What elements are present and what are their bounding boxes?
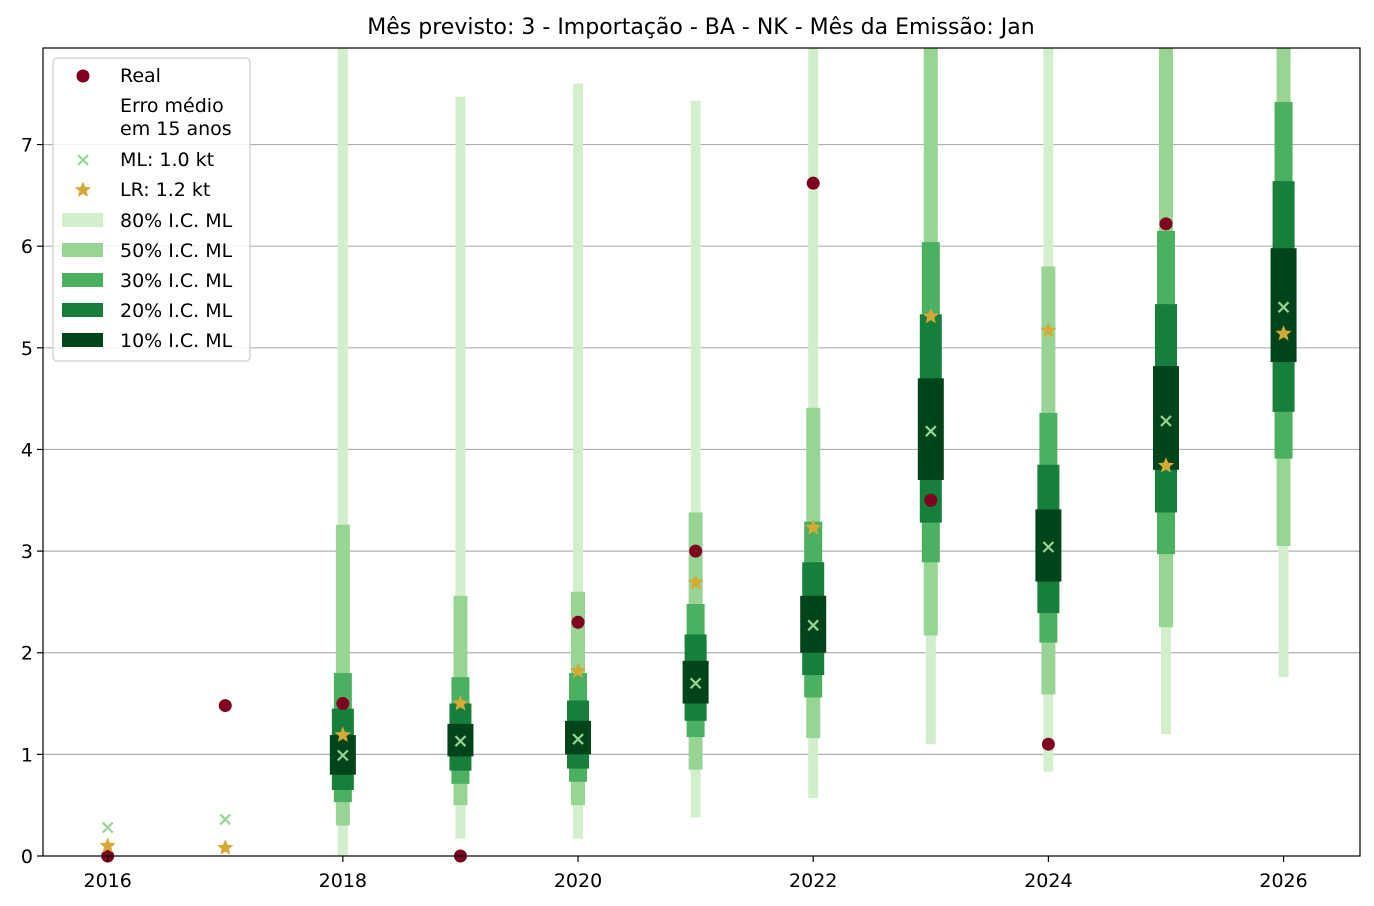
lr-point [922,307,939,324]
real-point [218,699,232,713]
ml-point [925,425,937,437]
ml-point [1042,541,1055,553]
y-tick-label: 5 [21,338,33,360]
ml-point [807,619,819,632]
x-tick-label: 2020 [554,870,602,892]
legend-ci30-label: 30% I.C. ML [120,270,233,292]
lr-point [1157,457,1175,473]
lr-point [687,574,704,590]
x-axis: 2016 2018 2020 2022 2024 2026 [83,856,1308,892]
legend-ci10-label: 10% I.C. ML [120,330,233,352]
ml-point [101,821,114,834]
legend-real-marker [76,69,90,83]
legend-ml-label: ML: 1.0 kt [120,149,214,171]
y-tick-label: 4 [21,439,33,461]
interval-ci80 [455,96,466,839]
legend-ci50-swatch [62,243,103,257]
lr-point [452,695,469,711]
y-tick-label: 1 [21,744,33,766]
chart-title: Mês previsto: 3 - Importação - BA - NK -… [367,15,1034,40]
interval-ci10 [1152,366,1179,470]
x-tick-label: 2018 [319,870,367,892]
lr-point [569,662,587,678]
data-points [99,176,1292,863]
real-point [336,697,350,711]
lr-point [99,837,116,853]
interval-ci80 [690,100,701,818]
lr-point [1275,325,1292,341]
lr-point [334,726,351,742]
legend-ci50-label: 50% I.C. ML [120,240,233,262]
legend-ci80-label: 80% I.C. ML [120,210,233,232]
legend-ci10-swatch [62,333,103,347]
real-point [924,493,938,507]
interval-ci10 [1270,248,1297,363]
legend-lr-marker [74,181,92,197]
y-tick-label: 0 [21,846,33,868]
real-point [1041,737,1055,751]
legend-real-label: Real [120,65,161,87]
real-point [689,544,703,558]
legend-erro-label-line2: em 15 anos [120,118,232,140]
real-point [571,615,585,629]
x-tick-label: 2024 [1024,870,1072,892]
ml-point [337,749,349,762]
plot-frame [42,47,1361,857]
legend-lr-label: LR: 1.2 kt [120,179,210,201]
y-axis: 0 1 2 3 4 5 6 7 [21,135,43,868]
ml-point [454,735,467,747]
ml-point [1160,415,1172,427]
ml-point [1277,301,1290,313]
y-tick-label: 2 [21,643,33,665]
x-tick-label: 2016 [83,870,131,892]
legend-ci80-swatch [62,213,103,227]
lr-point [805,519,822,535]
ml-point [572,733,584,745]
lr-point [1040,322,1057,338]
real-point [806,176,820,190]
real-point [1159,217,1173,231]
legend-ml-marker [77,154,89,166]
legend-ci20-label: 20% I.C. ML [120,300,233,322]
x-tick-label: 2022 [789,870,837,892]
interval-ci80 [337,48,348,856]
legend-ci20-swatch [62,303,103,317]
y-tick-label: 3 [21,541,33,563]
lr-point [217,839,234,855]
confidence-intervals [329,48,1297,856]
y-tick-label: 6 [21,236,33,258]
interval-ci10 [917,378,944,480]
ml-point [689,677,702,689]
x-tick-label: 2026 [1259,870,1307,892]
ml-point [219,813,232,826]
y-tick-label: 7 [21,135,33,157]
interval-ci80 [573,83,584,839]
legend-ci30-swatch [62,273,103,287]
legend-erro-label-line1: Erro médio [120,95,224,117]
